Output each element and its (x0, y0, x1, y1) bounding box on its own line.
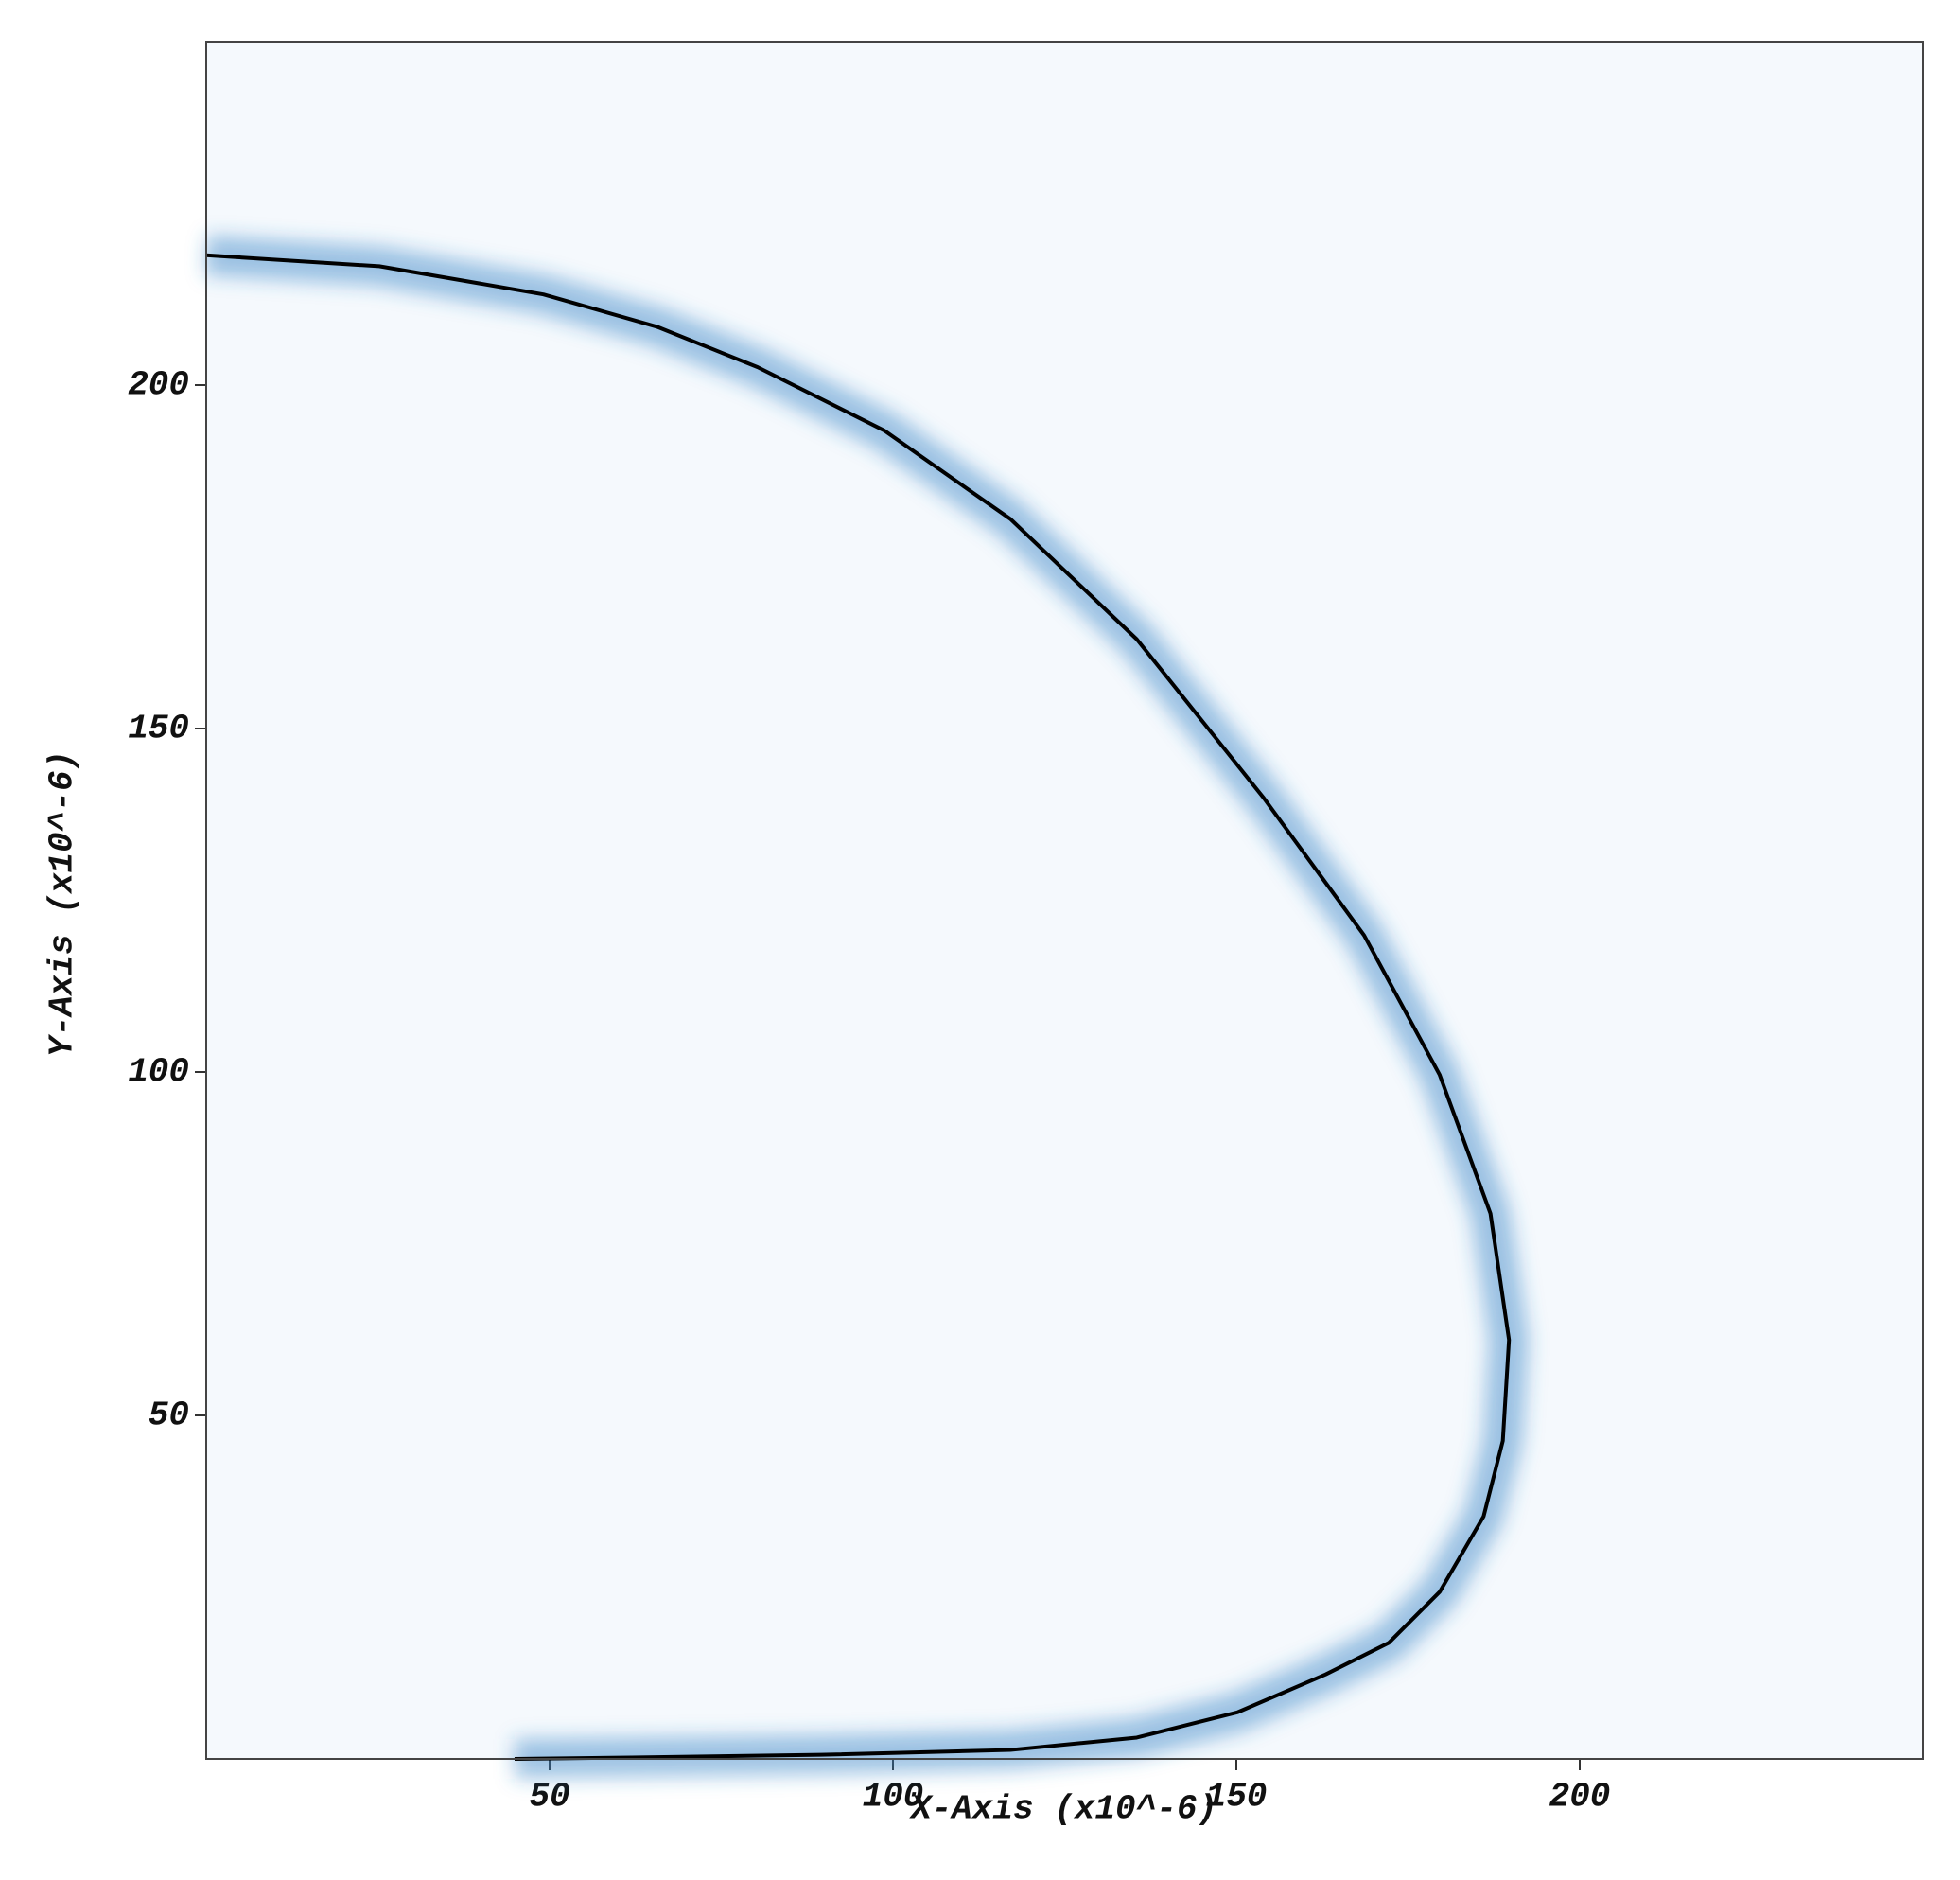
plot-frame (205, 41, 1924, 1760)
y-axis-label: Y-Axis (x10^-6) (44, 750, 82, 1057)
plot-background (206, 42, 1923, 1759)
x-tick-label: 100 (863, 1778, 924, 1817)
y-tick-label: 100 (128, 1053, 189, 1092)
x-axis-label: X-Axis (x10^-6) (909, 1790, 1217, 1829)
x-tick-label: 200 (1549, 1778, 1611, 1817)
y-tick-label: 150 (128, 710, 189, 748)
y-tick-label: 50 (149, 1397, 189, 1435)
y-tick-label: 200 (128, 366, 189, 405)
x-tick-label: 50 (529, 1778, 569, 1817)
x-tick-label: 150 (1206, 1778, 1268, 1817)
line (205, 253, 1512, 1761)
